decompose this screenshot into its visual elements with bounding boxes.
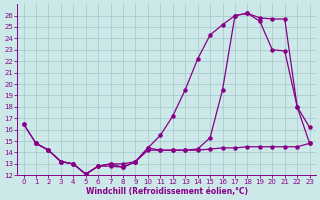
X-axis label: Windchill (Refroidissement éolien,°C): Windchill (Refroidissement éolien,°C) [85,187,248,196]
